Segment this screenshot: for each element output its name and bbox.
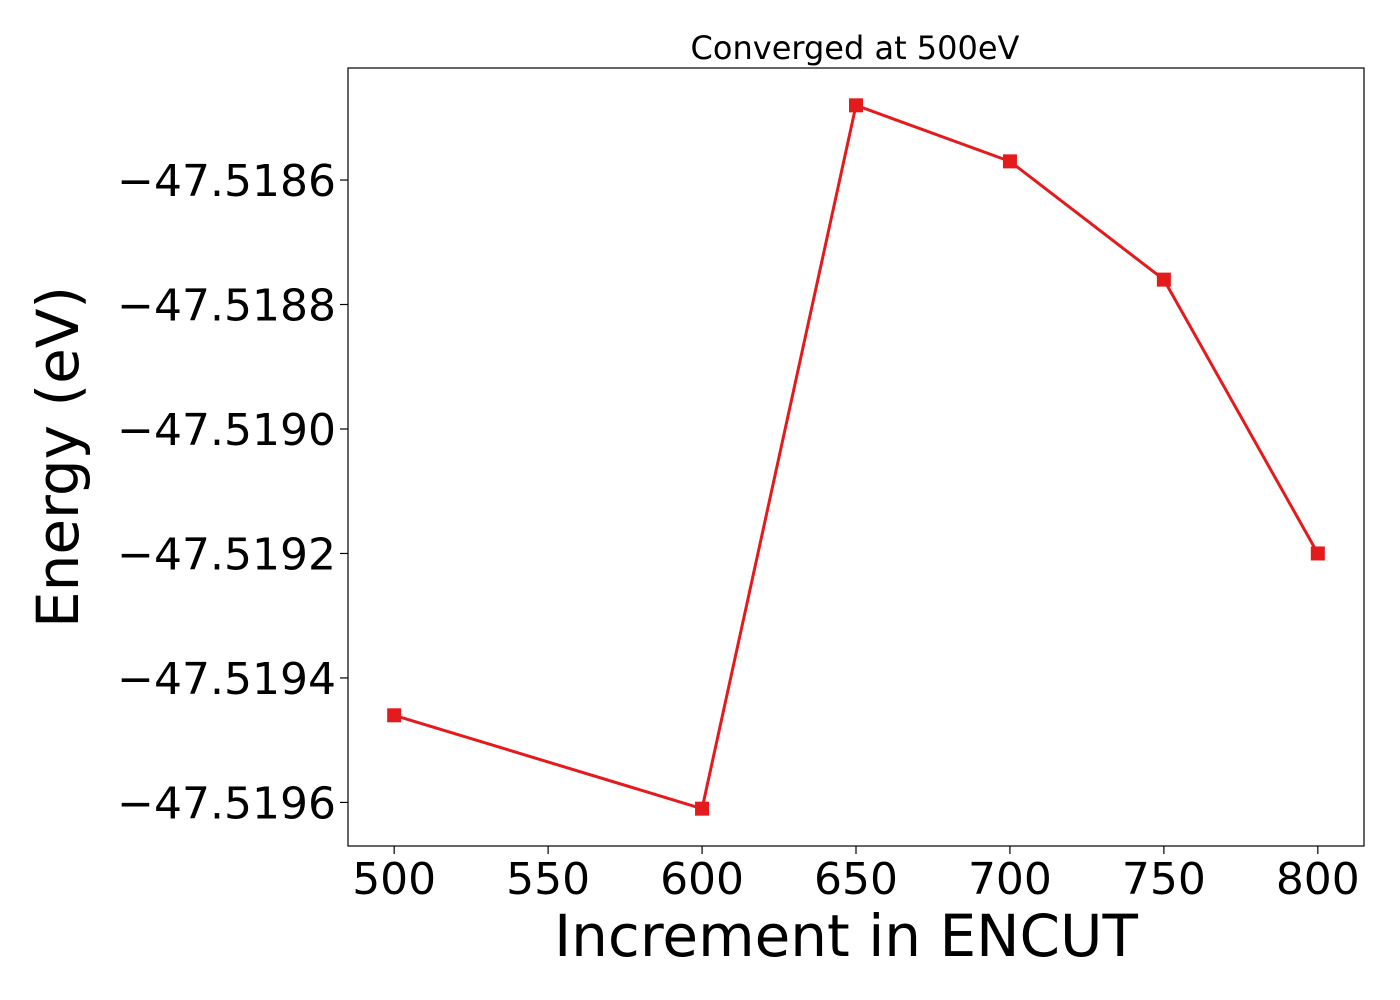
x-axis-ticks: 500 550 600 650 700 750 800 [352,846,1360,905]
x-tick-label: 800 [1276,854,1360,905]
chart-title: Converged at 500eV [691,29,1020,67]
data-point-marker [1002,154,1017,169]
x-tick-label: 600 [660,854,744,905]
y-axis-label: Energy (eV) [24,286,92,628]
x-tick-label: 650 [814,854,898,905]
data-point-marker [695,801,710,816]
y-tick-label: −47.5196 [117,778,336,829]
plot-area [347,67,1365,847]
y-tick-label: −47.5188 [117,281,336,332]
y-tick-label: −47.5192 [117,529,336,580]
y-tick-label: −47.5190 [117,405,336,456]
x-tick-label: 500 [352,854,436,905]
plot-frame [347,67,1365,847]
x-axis-label: Increment in ENCUT [554,902,1138,970]
data-point-marker [387,708,402,723]
y-tick-label: −47.5194 [117,654,336,705]
data-point-marker [849,98,863,113]
x-tick-label: 550 [506,854,590,905]
x-tick-label: 750 [1122,854,1206,905]
series-line [393,103,1320,811]
y-axis-ticks: −47.5186 −47.5188 −47.5190 −47.5192 −47.5194… [117,156,348,829]
data-point-marker [1310,546,1325,561]
y-tick-label: −47.5186 [117,156,336,207]
x-tick-label: 700 [968,854,1052,905]
data-point-marker [1156,272,1171,287]
